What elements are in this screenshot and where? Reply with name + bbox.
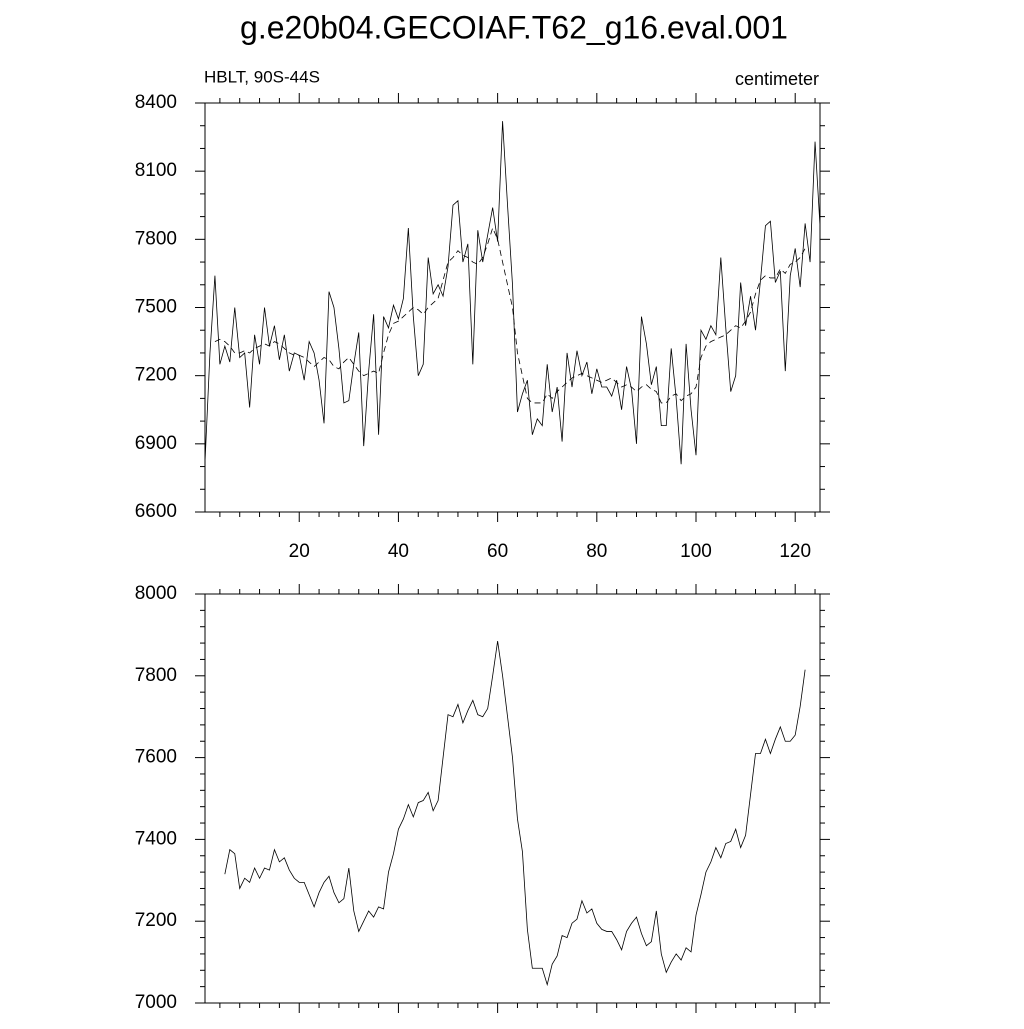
x-tick-label: 40 (388, 541, 409, 562)
data-line (204, 121, 821, 465)
y-tick-label: 7600 (135, 747, 177, 768)
units: centimeter (735, 69, 819, 89)
y-tick-label: 8100 (135, 160, 177, 181)
y-tick-label: 7500 (135, 297, 177, 318)
x-tick-label: 60 (487, 541, 508, 562)
y-tick-label: 6900 (135, 433, 177, 454)
y-tick-label: 7800 (135, 228, 177, 249)
plot-frame (204, 593, 821, 1004)
data-line (224, 640, 806, 987)
y-tick-label: 6600 (135, 501, 177, 522)
y-tick-label: 7400 (135, 828, 177, 849)
y-tick-label: 8000 (135, 583, 177, 604)
y-tick-label: 8400 (135, 92, 177, 113)
subtitle: HBLT, 90S-44S (204, 67, 320, 86)
y-tick-label: 7800 (135, 665, 177, 686)
x-tick-label: 100 (680, 541, 712, 562)
chart-title: g.e20b04.GECOIAF.T62_g16.eval.001 (240, 9, 788, 45)
y-tick-label: 7200 (135, 910, 177, 931)
x-tick-label: 80 (586, 541, 607, 562)
y-tick-label: 7000 (135, 992, 177, 1013)
x-tick-label: 20 (289, 541, 310, 562)
x-tick-label: 120 (779, 541, 811, 562)
y-tick-label: 7200 (135, 365, 177, 386)
